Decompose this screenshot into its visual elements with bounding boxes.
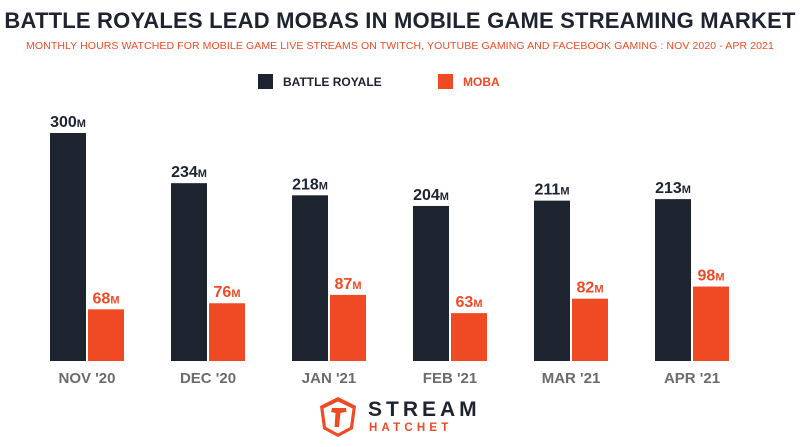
data-label-battle-royale: 204M — [413, 187, 449, 204]
category-label: DEC '20 — [180, 370, 236, 387]
data-label-battle-royale: 218M — [292, 176, 328, 193]
data-label-moba: 68M — [93, 290, 120, 307]
legend-swatch-battle-royale — [258, 74, 273, 89]
category-label: FEB '21 — [423, 370, 477, 387]
bar-moba — [88, 309, 124, 361]
bar-battle-royale — [50, 133, 86, 361]
bar-battle-royale — [292, 195, 328, 361]
bar-battle-royale — [534, 200, 570, 361]
category-label: NOV '20 — [59, 370, 116, 387]
logo-wordmark: STREAM HATCHET — [368, 399, 481, 435]
legend-label-moba: MOBA — [463, 74, 500, 89]
bar-moba — [330, 294, 366, 361]
category-label: MAR '21 — [542, 370, 601, 387]
chart-subtitle: MONTHLY HOURS WATCHED FOR MOBILE GAME LI… — [26, 40, 774, 52]
logo-line2: HATCHET — [369, 422, 453, 435]
chart-title: BATTLE ROYALES LEAD MOBAS IN MOBILE GAME… — [4, 8, 796, 33]
data-label-battle-royale: 234M — [171, 164, 207, 181]
data-label-moba: 82M — [577, 280, 604, 297]
category-label: APR '21 — [664, 370, 720, 387]
data-label-moba: 63M — [456, 294, 483, 311]
legend-item-moba: MOBA — [438, 74, 500, 89]
bar-battle-royale — [413, 205, 449, 361]
data-label-battle-royale: 300M — [50, 114, 86, 131]
logo-line1: STREAM — [368, 398, 481, 422]
bar-moba — [209, 303, 245, 361]
legend-swatch-moba — [438, 74, 453, 89]
data-label-moba: 98M — [698, 268, 725, 285]
category-label: JAN '21 — [302, 370, 356, 387]
bar-battle-royale — [171, 183, 207, 361]
bar-moba — [451, 313, 487, 361]
bar-moba — [572, 298, 608, 361]
data-label-battle-royale: 211M — [535, 182, 570, 199]
legend-item-battle-royale: BATTLE ROYALE — [258, 74, 382, 89]
data-label-battle-royale: 213M — [655, 180, 691, 197]
bar-moba — [693, 286, 729, 361]
hatchet-badge-icon — [320, 397, 356, 437]
bar-battle-royale — [655, 199, 691, 361]
legend-label-battle-royale: BATTLE ROYALE — [283, 74, 382, 89]
legend: BATTLE ROYALE MOBA — [0, 74, 800, 96]
data-label-moba: 76M — [214, 284, 241, 301]
stream-hatchet-logo: STREAM HATCHET — [318, 395, 481, 439]
data-label-moba: 87M — [335, 276, 362, 293]
